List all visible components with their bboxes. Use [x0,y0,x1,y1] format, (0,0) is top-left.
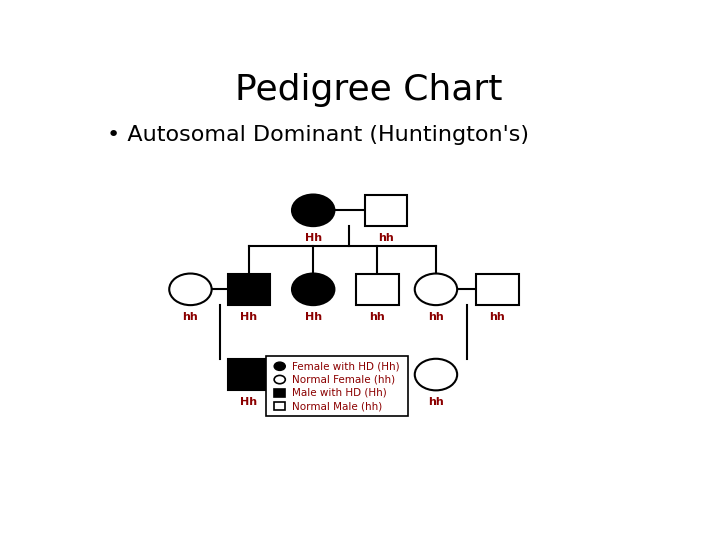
Text: • Autosomal Dominant (Huntington's): • Autosomal Dominant (Huntington's) [107,125,528,145]
Bar [476,274,518,305]
Text: Normal Female (hh): Normal Female (hh) [292,375,395,384]
Circle shape [169,274,212,305]
Circle shape [292,194,334,226]
Text: Pedigree Chart: Pedigree Chart [235,73,503,107]
Bar [228,359,270,390]
Text: Hh: Hh [305,233,322,243]
Text: hh: hh [428,312,444,322]
Text: Hh: Hh [305,312,322,322]
Text: hh: hh [369,312,385,322]
Text: hh: hh [428,397,444,408]
Text: hh: hh [183,312,198,322]
Text: Normal Male (hh): Normal Male (hh) [292,401,382,411]
Circle shape [415,274,457,305]
Bar [266,356,408,416]
Circle shape [274,375,285,384]
Bar [274,402,285,410]
Bar [274,389,285,397]
Text: hh: hh [378,233,394,243]
Text: Hh: Hh [240,397,258,408]
Circle shape [415,359,457,390]
Circle shape [274,362,285,370]
Text: hh: hh [490,312,505,322]
Bar [356,274,399,305]
Bar [364,194,407,226]
Circle shape [292,274,334,305]
Text: Female with HD (Hh): Female with HD (Hh) [292,361,400,372]
Bar [228,274,270,305]
Text: Hh: Hh [240,312,258,322]
Text: Male with HD (Hh): Male with HD (Hh) [292,388,387,398]
